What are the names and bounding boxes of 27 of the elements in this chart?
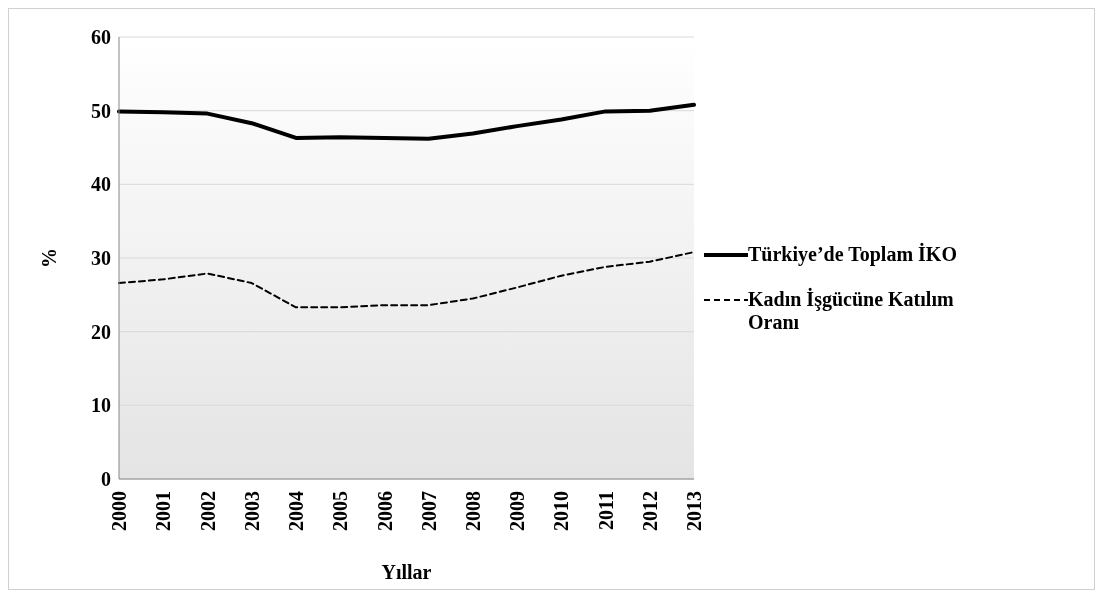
x-tick-label: 2009 <box>506 491 529 531</box>
x-tick-label: 2004 <box>285 491 308 531</box>
y-tick-label: 30 <box>91 247 111 270</box>
legend-label: Kadın İşgücüne Katılım Oranı <box>748 287 955 334</box>
x-tick-label: 2007 <box>417 491 440 531</box>
x-tick-label: 2000 <box>108 491 131 531</box>
x-tick-label: 2003 <box>240 491 263 531</box>
y-tick-label: 50 <box>91 99 111 122</box>
y-tick-label: 10 <box>91 394 111 417</box>
x-tick-label: 2011 <box>594 491 617 530</box>
legend-label: Türkiye’de Toplam İKO <box>748 242 958 266</box>
x-tick-label: 2008 <box>462 491 485 531</box>
x-tick-label: 2010 <box>550 491 573 531</box>
line-series <box>117 102 696 141</box>
y-tick-label: 40 <box>91 173 111 196</box>
x-tick-label: 2005 <box>329 491 352 531</box>
x-tick-label: 2002 <box>196 491 219 531</box>
x-tick-label: 2012 <box>638 491 661 531</box>
x-tick-label: 2001 <box>152 491 175 531</box>
y-tick-label: 60 <box>91 26 111 49</box>
y-axis-title: % <box>38 248 61 268</box>
y-tick-label: 0 <box>101 468 111 491</box>
y-tick-label: 20 <box>91 320 111 343</box>
line-series <box>118 251 695 309</box>
x-tick-label: 2006 <box>373 491 396 531</box>
x-tick-label: 2013 <box>683 491 706 531</box>
x-axis-title: Yıllar <box>381 561 432 583</box>
